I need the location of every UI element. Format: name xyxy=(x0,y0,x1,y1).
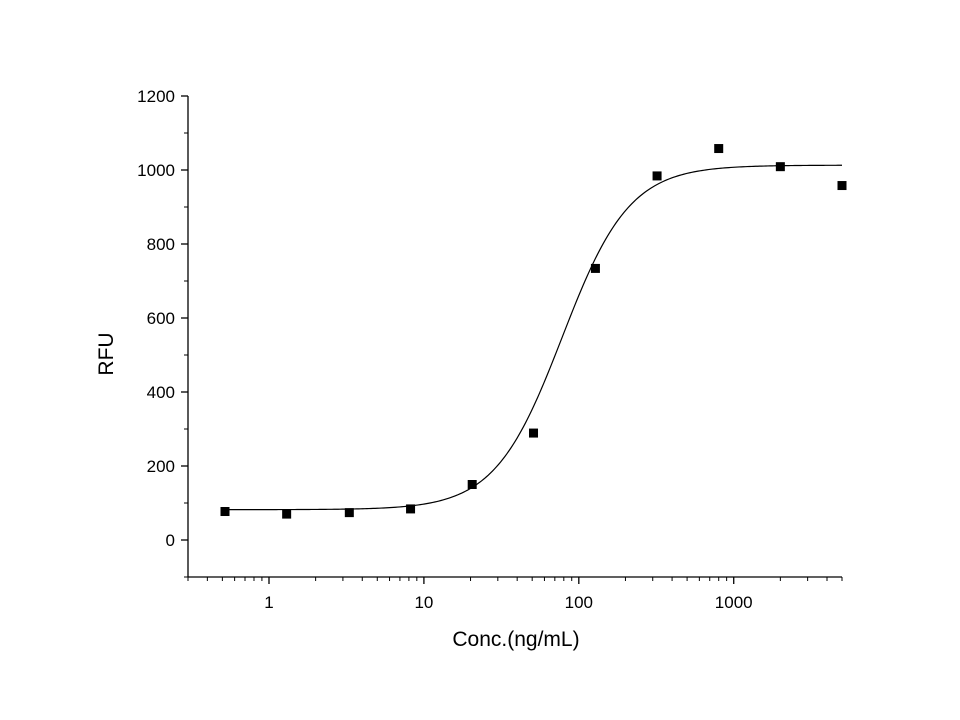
x-axis-title: Conc.(ng/mL) xyxy=(452,628,579,651)
data-point xyxy=(837,181,847,191)
data-point xyxy=(467,480,477,489)
y-tick-label: 800 xyxy=(147,235,175,254)
data-point xyxy=(775,162,785,172)
fit-curve xyxy=(225,164,843,511)
y-tick-label: 200 xyxy=(147,457,175,476)
data-point xyxy=(406,504,416,514)
data-point xyxy=(652,171,662,181)
y-tick-label: 1000 xyxy=(137,161,175,180)
data-point xyxy=(220,507,230,517)
data-point xyxy=(714,144,724,154)
y-tick-label: 0 xyxy=(166,531,175,550)
x-tick-label: 100 xyxy=(565,593,593,612)
x-tick-label: 1000 xyxy=(715,593,753,612)
y-tick-label: 1200 xyxy=(137,87,175,106)
data-point xyxy=(282,509,292,519)
data-point xyxy=(590,263,600,273)
y-tick-label: 600 xyxy=(147,309,175,328)
y-tick-label: 400 xyxy=(147,383,175,402)
x-tick-label: 1 xyxy=(264,593,273,612)
axes: 0 200 400 600 800 1000 1200 1 10 100 1000 xyxy=(137,87,843,612)
data-point xyxy=(344,508,354,518)
y-axis-title: RFU xyxy=(95,332,118,375)
data-point xyxy=(529,428,539,438)
fit-curve-layer xyxy=(225,164,843,511)
data-points-layer xyxy=(220,144,847,519)
x-tick-label: 10 xyxy=(414,593,433,612)
